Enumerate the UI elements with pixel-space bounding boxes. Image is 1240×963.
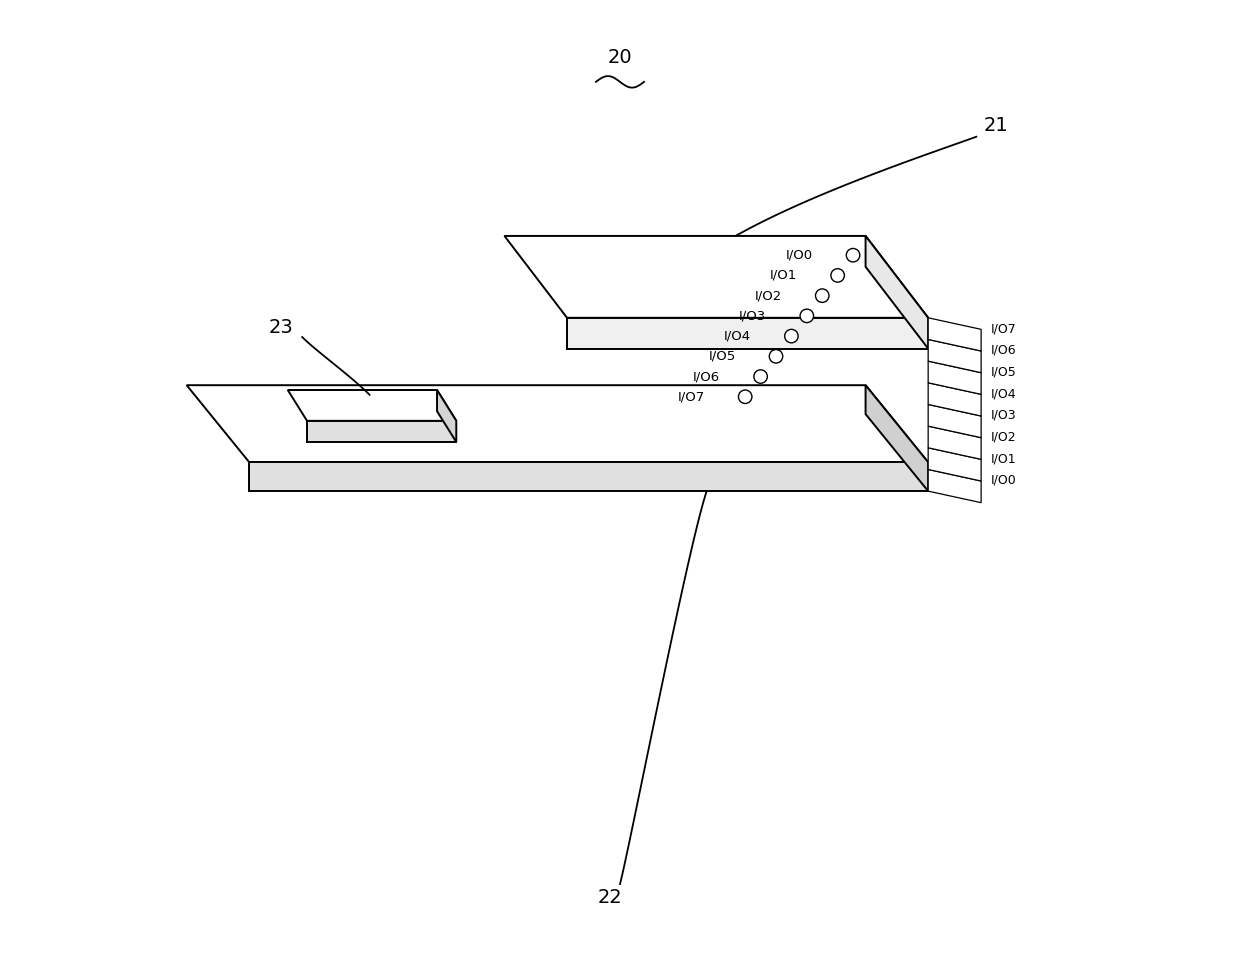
Polygon shape xyxy=(187,385,929,462)
Polygon shape xyxy=(505,236,929,318)
Text: I/O2: I/O2 xyxy=(754,289,781,302)
Text: I/O3: I/O3 xyxy=(739,309,766,323)
Circle shape xyxy=(800,309,813,323)
Text: I/O1: I/O1 xyxy=(770,269,797,282)
Polygon shape xyxy=(929,340,981,373)
Polygon shape xyxy=(249,462,929,491)
Polygon shape xyxy=(866,385,929,491)
Circle shape xyxy=(816,289,830,302)
Polygon shape xyxy=(308,421,456,442)
Polygon shape xyxy=(929,404,981,437)
Text: I/O7: I/O7 xyxy=(991,323,1017,335)
Circle shape xyxy=(785,329,799,343)
Text: I/O5: I/O5 xyxy=(991,366,1017,378)
Text: I/O0: I/O0 xyxy=(785,248,812,262)
Circle shape xyxy=(831,269,844,282)
Text: I/O4: I/O4 xyxy=(991,387,1017,400)
Text: I/O2: I/O2 xyxy=(991,430,1017,443)
Polygon shape xyxy=(436,390,456,442)
Circle shape xyxy=(847,248,859,262)
Polygon shape xyxy=(866,236,929,349)
Text: I/O4: I/O4 xyxy=(724,329,751,343)
Text: 22: 22 xyxy=(598,888,622,907)
Text: I/O6: I/O6 xyxy=(693,370,720,383)
Polygon shape xyxy=(929,382,981,416)
Polygon shape xyxy=(929,318,981,351)
Circle shape xyxy=(754,370,768,383)
Text: I/O0: I/O0 xyxy=(991,474,1017,486)
Text: 23: 23 xyxy=(269,318,294,337)
Circle shape xyxy=(739,390,751,403)
Polygon shape xyxy=(929,361,981,395)
Polygon shape xyxy=(929,470,981,503)
Polygon shape xyxy=(929,448,981,482)
Polygon shape xyxy=(929,426,981,459)
Text: I/O1: I/O1 xyxy=(991,453,1017,465)
Polygon shape xyxy=(567,318,929,349)
Text: 20: 20 xyxy=(608,48,632,67)
Circle shape xyxy=(769,350,782,363)
Polygon shape xyxy=(288,390,456,421)
Text: I/O7: I/O7 xyxy=(677,390,704,403)
Text: I/O5: I/O5 xyxy=(708,350,735,363)
Text: I/O3: I/O3 xyxy=(991,409,1017,422)
Text: 21: 21 xyxy=(983,116,1008,135)
Text: I/O6: I/O6 xyxy=(991,344,1017,356)
